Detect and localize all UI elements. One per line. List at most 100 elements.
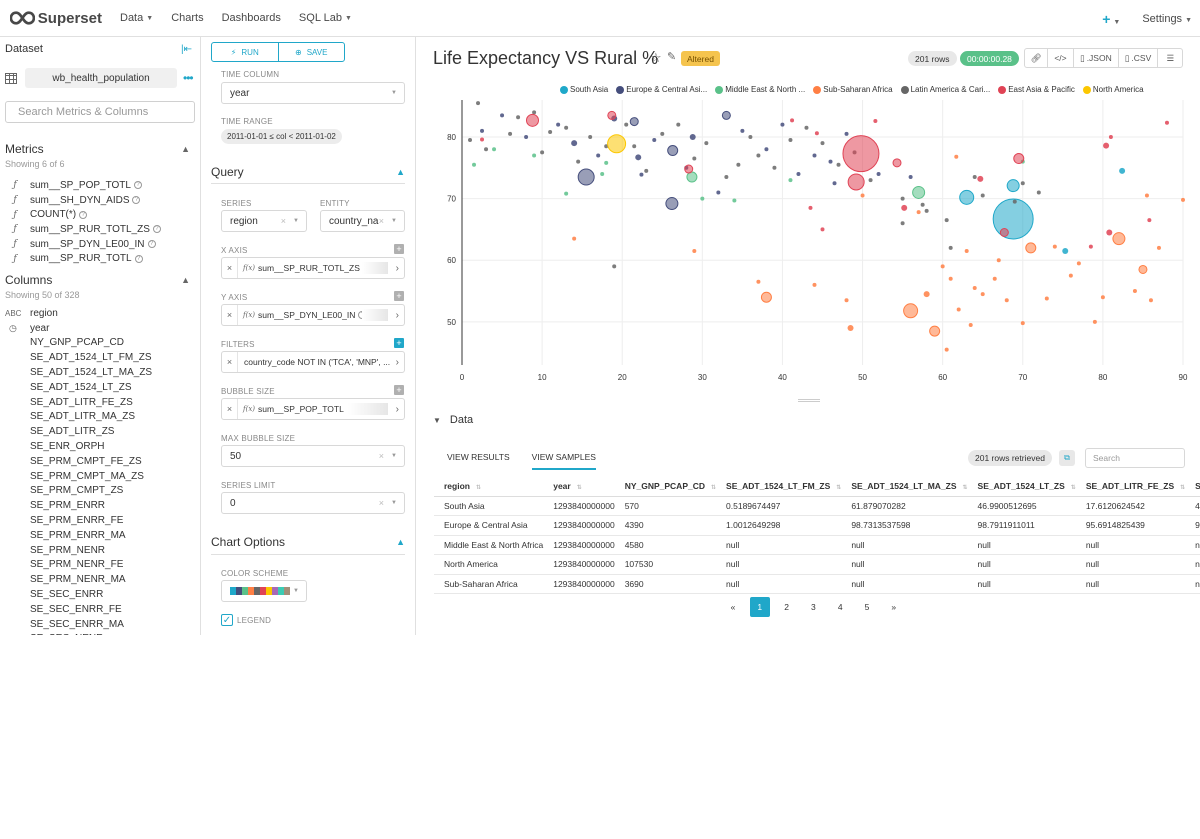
edit-icon[interactable]: ✎: [667, 51, 677, 63]
remove-icon[interactable]: ×: [222, 258, 238, 278]
time-column-select[interactable]: year ▼: [221, 82, 405, 104]
column-item[interactable]: SE_PRM_ENRR: [0, 498, 200, 513]
page-button[interactable]: 1: [749, 597, 770, 617]
chevron-up-icon[interactable]: ▲: [396, 537, 405, 547]
chevron-up-icon[interactable]: ▲: [181, 275, 190, 285]
page-button[interactable]: »: [891, 602, 897, 612]
column-item[interactable]: SE_ADT_LITR_FE_ZS: [0, 395, 200, 410]
altered-badge[interactable]: Altered: [681, 51, 720, 66]
more-options-icon[interactable]: •••: [183, 71, 194, 85]
chevron-right-icon[interactable]: ›: [395, 356, 399, 368]
legend-item[interactable]: Europe & Central Asi...: [616, 85, 707, 94]
chart-options-section-title[interactable]: Chart Options: [211, 535, 286, 549]
legend-item[interactable]: South Asia: [560, 85, 608, 94]
copy-icon[interactable]: ⧉: [1059, 450, 1075, 466]
star-icon[interactable]: ☆: [650, 50, 662, 65]
column-item[interactable]: SE_PRM_CMPT_FE_ZS: [0, 454, 200, 469]
new-item-menu[interactable]: + ▼: [1102, 11, 1120, 27]
superset-logo[interactable]: Superset: [10, 10, 102, 27]
clear-icon[interactable]: ×: [378, 498, 384, 508]
page-button[interactable]: 4: [837, 602, 843, 612]
resize-handle[interactable]: [798, 399, 820, 400]
entity-select[interactable]: country_na × ▼: [320, 210, 405, 232]
column-item[interactable]: SE_SEC_ENRR_FE: [0, 602, 200, 617]
column-item[interactable]: SE_PRM_NENR: [0, 543, 200, 558]
menu-icon[interactable]: ☰: [1166, 52, 1175, 63]
chart-title[interactable]: Life Expectancy VS Rural %: [433, 48, 659, 68]
nav-charts-link[interactable]: Charts: [171, 12, 203, 24]
metric-item[interactable]: ƒ sum__SP_RUR_TOTL?: [0, 251, 200, 266]
column-header[interactable]: SE_: [1185, 476, 1200, 497]
export-csv-button[interactable]: ▯ .CSV: [1119, 49, 1159, 67]
column-item[interactable]: SE_PRM_ENRR_FE: [0, 513, 200, 528]
column-header[interactable]: SE_ADT_1524_LT_MA_ZS ⇅: [841, 476, 968, 497]
column-item[interactable]: ABC region: [0, 306, 200, 321]
column-header[interactable]: region ⇅: [434, 476, 544, 497]
column-item[interactable]: SE_ADT_1524_LT_ZS: [0, 380, 200, 395]
columns-section-title[interactable]: Columns: [5, 273, 53, 287]
add-y-axis-icon[interactable]: +: [394, 291, 404, 301]
column-item[interactable]: SE_SEC_NENR: [0, 632, 200, 635]
nav-dashboards-link[interactable]: Dashboards: [222, 12, 281, 24]
column-header[interactable]: SE_ADT_LITR_FE_ZS ⇅: [1075, 476, 1186, 497]
column-item[interactable]: SE_SEC_ENRR: [0, 587, 200, 602]
column-item[interactable]: SE_PRM_CMPT_ZS: [0, 484, 200, 499]
run-button[interactable]: ⚡ RUN: [212, 43, 278, 61]
column-item[interactable]: SE_PRM_NENR_FE: [0, 558, 200, 573]
metric-item[interactable]: ƒ sum__SH_DYN_AIDS?: [0, 193, 200, 208]
metric-item[interactable]: ƒ COUNT(*)?: [0, 207, 200, 222]
clear-icon[interactable]: ×: [280, 216, 286, 226]
resize-handle[interactable]: [798, 401, 820, 402]
legend-item[interactable]: North America: [1082, 85, 1144, 94]
export-json-button[interactable]: ▯ .JSON: [1074, 49, 1119, 67]
chevron-right-icon[interactable]: ›: [395, 403, 399, 415]
query-section-title[interactable]: Query: [211, 165, 244, 179]
save-button[interactable]: ⊕ SAVE: [277, 43, 345, 61]
column-item[interactable]: SE_SEC_ENRR_MA: [0, 617, 200, 632]
column-item[interactable]: SE_PRM_ENRR_MA: [0, 528, 200, 543]
add-x-axis-icon[interactable]: +: [394, 244, 404, 254]
filter-item[interactable]: × country_code NOT IN ('TCA', 'MNP', ... ›: [221, 351, 405, 373]
remove-icon[interactable]: ×: [222, 305, 238, 325]
remove-icon[interactable]: ×: [222, 352, 238, 372]
metric-item[interactable]: ƒ sum__SP_RUR_TOTL_ZS?: [0, 222, 200, 237]
column-item[interactable]: SE_PRM_CMPT_MA_ZS: [0, 469, 200, 484]
legend-checkbox[interactable]: ✓: [221, 614, 233, 626]
metric-item[interactable]: ƒ sum__SP_DYN_LE00_IN?: [0, 237, 200, 252]
color-scheme-select[interactable]: ▼: [221, 580, 307, 602]
clear-icon[interactable]: ×: [378, 216, 384, 226]
series-select[interactable]: region × ▼: [221, 210, 307, 232]
column-item[interactable]: SE_ENR_ORPH: [0, 439, 200, 454]
remove-icon[interactable]: ×: [222, 399, 238, 419]
tab-view-samples[interactable]: VIEW SAMPLES: [531, 452, 596, 470]
nav-sqllab-menu[interactable]: SQL Lab ▼: [299, 12, 352, 24]
column-item[interactable]: ◷ year: [0, 321, 200, 336]
legend-item[interactable]: Latin America & Cari...: [900, 85, 990, 94]
link-icon[interactable]: 🔗︎: [1025, 49, 1048, 67]
y-axis-metric[interactable]: ×f(x)sum__SP_DYN_LE00_IN?›: [221, 304, 405, 326]
embed-code-icon[interactable]: </>: [1048, 49, 1074, 67]
max-bubble-size-select[interactable]: 50 × ▼: [221, 445, 405, 467]
chevron-up-icon[interactable]: ▲: [181, 144, 190, 154]
page-button[interactable]: 2: [784, 602, 789, 612]
time-range-pill[interactable]: 2011-01-01 ≤ col < 2011-01-02: [221, 129, 342, 144]
data-panel-toggle[interactable]: ▼ Data: [433, 414, 473, 426]
legend-item[interactable]: Middle East & North ...: [715, 85, 805, 94]
tab-view-results[interactable]: VIEW RESULTS: [447, 452, 510, 462]
chevron-right-icon[interactable]: ›: [395, 262, 399, 274]
page-button[interactable]: 5: [864, 602, 870, 612]
column-item[interactable]: SE_PRM_NENR_MA: [0, 572, 200, 587]
series-limit-select[interactable]: 0 × ▼: [221, 492, 405, 514]
collapse-panel-icon[interactable]: |⇤: [181, 44, 192, 55]
table-search-input[interactable]: Search: [1085, 448, 1185, 468]
dataset-name[interactable]: wb_health_population: [25, 68, 177, 88]
column-item[interactable]: SE_ADT_LITR_ZS: [0, 424, 200, 439]
page-button[interactable]: 3: [811, 602, 816, 612]
settings-menu[interactable]: Settings ▼: [1142, 13, 1192, 25]
chevron-up-icon[interactable]: ▲: [396, 167, 405, 177]
column-item[interactable]: SE_ADT_LITR_MA_ZS: [0, 410, 200, 425]
page-button[interactable]: «: [730, 602, 736, 612]
metrics-columns-search-input[interactable]: Search Metrics & Columns: [5, 101, 195, 123]
x-axis-metric[interactable]: ×f(x)sum__SP_RUR_TOTL_ZS?›: [221, 257, 405, 279]
column-item[interactable]: SE_ADT_1524_LT_FM_ZS: [0, 350, 200, 365]
